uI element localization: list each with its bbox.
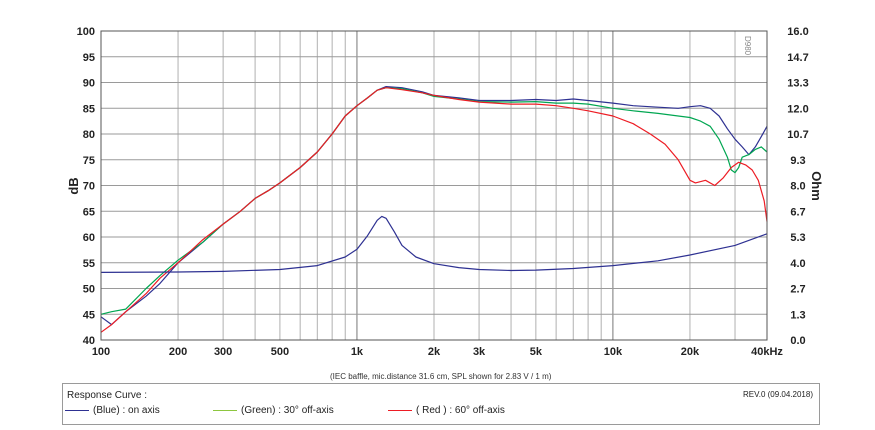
y-tick-label-left: 55 [83,258,95,270]
legend-title: Response Curve : [67,390,148,401]
x-tick-label: 40kHz [751,346,783,358]
y-tick-label-right: 13.3 [787,78,808,90]
x-tick-label: 500 [271,346,289,358]
y-tick-label-left: 90 [83,78,95,90]
y-tick-label-right: 0.0 [790,335,805,347]
legend: Response Curve : REV.0 (09.04.2018) (Blu… [62,383,820,425]
y-tick-label-left: 75 [83,155,95,167]
chart-curves [100,86,768,333]
y-tick-label-left: 80 [83,129,95,141]
x-tick-label: 3k [473,346,486,358]
series-impedance-line [100,215,768,273]
y-tick-label-right: 1.3 [790,309,805,321]
legend-swatch-blue [65,409,89,411]
y-tick-label-left: 100 [77,26,95,38]
plot-frame [100,30,768,341]
x-tick-label: 100 [92,346,110,358]
x-tick-label: 5k [530,346,543,358]
y-tick-label-left: 40 [83,335,95,347]
y-axis-label-left: dB [66,177,81,194]
legend-label-red: ( Red ) : 60° off-axis [416,405,505,416]
revision-label: REV.0 (09.04.2018) [743,390,813,399]
y-tick-label-right: 14.7 [787,52,808,64]
x-tick-label: 300 [214,346,232,358]
y-tick-label-left: 45 [83,309,95,321]
y-tick-label-right: 10.7 [787,129,808,141]
chart-id-code: D980 [743,36,752,56]
x-tick-label: 10k [604,346,623,358]
y-tick-label-left: 65 [83,206,95,218]
y-tick-label-left: 85 [83,103,95,115]
x-tick-label: 2k [428,346,441,358]
legend-item-green: (Green) : 30° off-axis [213,405,334,416]
y-tick-label-right: 8.0 [790,181,805,193]
y-tick-label-right: 16.0 [787,26,808,38]
chart-ticks: 100 200 300 500 1k 2k 3k 5k 10k 20k 40kHz 100 95 90 85… [77,26,809,358]
y-tick-label-right: 12.0 [787,103,808,115]
chart-grid [100,30,768,341]
y-axis-label-right: Ohm [809,171,824,201]
y-tick-label-right: 4.0 [790,258,805,270]
legend-swatch-green [213,409,237,411]
x-tick-label: 20k [681,346,700,358]
y-tick-label-left: 70 [83,181,95,193]
legend-swatch-red [388,409,412,411]
measurement-footnote: (IEC baffle, mic.distance 31.6 cm, SPL s… [330,372,552,381]
y-tick-label-left: 60 [83,232,95,244]
y-tick-label-right: 9.3 [790,155,805,167]
legend-label-green: (Green) : 30° off-axis [241,405,334,416]
legend-item-blue: (Blue) : on axis [65,405,160,416]
frequency-response-chart: 100 200 300 500 1k 2k 3k 5k 10k 20k 40kHz 100 95 90 85… [66,26,824,358]
x-tick-label: 1k [351,346,364,358]
legend-label-blue: (Blue) : on axis [93,405,160,416]
series-60-off-axis-line [100,87,768,333]
x-tick-label: 200 [169,346,187,358]
y-tick-label-right: 5.3 [790,232,805,244]
y-tick-label-left: 95 [83,52,95,64]
y-tick-label-left: 50 [83,284,95,296]
y-tick-label-right: 2.7 [790,284,805,296]
legend-item-red: ( Red ) : 60° off-axis [388,405,505,416]
y-tick-label-right: 6.7 [790,206,805,218]
